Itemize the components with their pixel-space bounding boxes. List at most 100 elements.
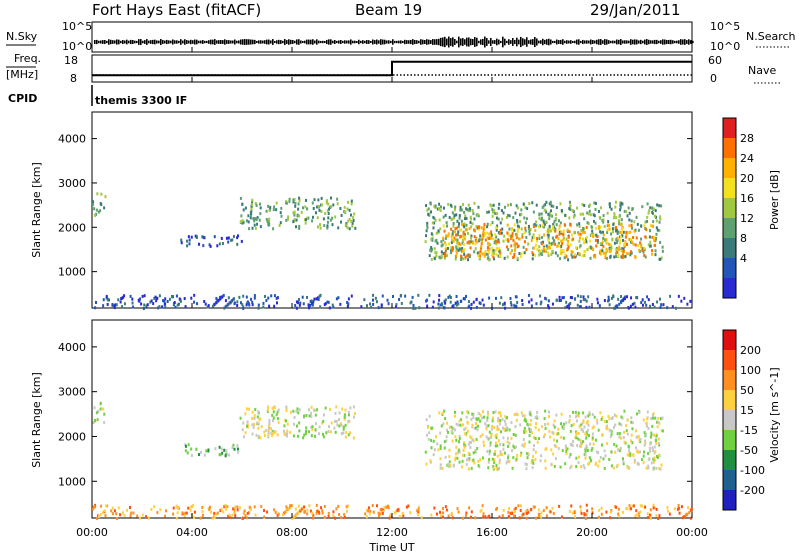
range-cell	[231, 238, 234, 242]
range-cell	[613, 442, 616, 446]
nsky-mark	[590, 39, 592, 45]
range-cell	[438, 218, 441, 222]
range-cell	[121, 511, 124, 515]
range-cell	[547, 299, 550, 303]
range-cell	[268, 208, 271, 212]
range-cell	[475, 421, 478, 425]
range-cell	[523, 444, 526, 448]
nsky-mark	[150, 40, 152, 44]
range-cell	[465, 415, 468, 419]
range-cell	[559, 202, 562, 206]
range-cell	[480, 241, 483, 245]
range-cell	[507, 454, 510, 458]
range-cell	[350, 294, 353, 298]
colorbar-tick-label: -50	[740, 444, 758, 457]
range-cell	[450, 234, 453, 238]
range-cell	[596, 239, 599, 243]
range-cell	[508, 234, 511, 238]
range-cell	[276, 433, 279, 437]
range-cell	[323, 515, 326, 519]
nsky-mark	[118, 39, 120, 45]
range-cell	[457, 440, 460, 444]
range-cell	[629, 238, 632, 242]
range-cell	[346, 300, 349, 304]
range-cell	[438, 298, 441, 302]
range-cell	[143, 303, 146, 307]
range-cell	[431, 237, 434, 241]
range-cell	[605, 426, 608, 430]
range-cell	[589, 442, 592, 446]
range-cell	[267, 430, 270, 434]
range-cell	[498, 232, 501, 236]
range-cell	[227, 514, 230, 518]
range-cell	[534, 458, 537, 462]
range-cell	[540, 212, 543, 216]
range-cell	[478, 254, 481, 258]
range-cell	[375, 300, 378, 304]
nsky-mark	[306, 39, 308, 45]
range-cell	[525, 516, 528, 520]
range-cell	[271, 413, 274, 417]
range-cell	[268, 422, 271, 426]
range-cell	[246, 301, 249, 305]
nsky-mark	[658, 40, 660, 44]
range-cell	[253, 223, 256, 227]
range-cell	[349, 431, 352, 435]
range-cell	[486, 231, 489, 235]
colorbar-swatch	[723, 198, 736, 218]
range-cell	[639, 440, 642, 444]
range-cell	[650, 433, 653, 437]
range-cell	[430, 232, 433, 236]
nsky-mark	[128, 40, 130, 44]
range-cell	[548, 217, 551, 221]
range-cell	[564, 444, 567, 448]
range-cell	[609, 248, 612, 252]
nsky-mark	[438, 38, 440, 46]
range-cell	[534, 243, 537, 247]
range-cell	[228, 516, 231, 520]
range-cell	[234, 505, 237, 509]
range-cell	[492, 251, 495, 255]
range-cell	[477, 459, 480, 463]
range-cell	[595, 226, 598, 230]
range-cell	[451, 516, 454, 520]
range-cell	[315, 422, 318, 426]
range-cell	[583, 425, 586, 429]
range-cell	[647, 464, 650, 468]
range-cell	[544, 208, 547, 212]
range-cell	[592, 248, 595, 252]
range-cell	[545, 447, 548, 451]
range-cell	[241, 516, 244, 520]
range-cell	[561, 238, 564, 242]
range-cell	[242, 208, 245, 212]
range-cell	[643, 246, 646, 250]
range-cell	[576, 252, 579, 256]
range-cell	[453, 216, 456, 220]
range-cell	[325, 201, 328, 205]
nsky-mark	[136, 40, 138, 44]
range-cell	[558, 224, 561, 228]
range-cell	[204, 302, 207, 306]
range-cell	[446, 421, 449, 425]
range-cell	[129, 294, 132, 298]
range-cell	[626, 465, 629, 469]
range-cell	[311, 303, 314, 307]
nsky-mark	[342, 40, 344, 44]
power-colorbar-label: Power [dB]	[768, 170, 781, 230]
range-cell	[263, 509, 266, 513]
range-cell	[586, 428, 589, 432]
range-cell	[490, 433, 493, 437]
range-cell	[544, 422, 547, 426]
range-cell	[463, 443, 466, 447]
range-cell	[440, 514, 443, 518]
range-cell	[307, 430, 310, 434]
range-cell	[572, 215, 575, 219]
nsky-mark	[596, 39, 598, 45]
range-cell	[585, 431, 588, 435]
nsky-mark	[162, 40, 164, 44]
range-cell	[515, 418, 518, 422]
range-cell	[529, 423, 532, 427]
range-cell	[268, 219, 271, 223]
range-cell	[240, 214, 243, 218]
